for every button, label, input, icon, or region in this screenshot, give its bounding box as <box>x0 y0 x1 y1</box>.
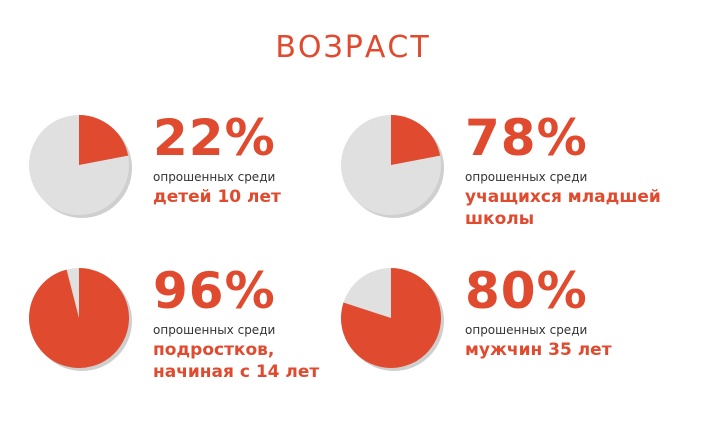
pie-slice-accent <box>79 115 129 165</box>
pie-slice-accent <box>341 268 441 368</box>
stat-percent: 96% <box>153 262 276 320</box>
stat-group: подростков, начиная с 14 лет <box>153 340 320 382</box>
pie-chart-3 <box>28 268 132 371</box>
stat-group: учащихся младшей школы <box>465 187 661 229</box>
page-title: ВОЗРАСТ <box>275 30 431 65</box>
stat-group: детей 10 лет <box>153 187 281 207</box>
pie-slice-accent <box>391 115 441 165</box>
stat-group: мужчин 35 лет <box>465 340 612 360</box>
stat-percent: 22% <box>153 109 276 167</box>
stat-block-2: 78% опрошенных среди учащихся младшей шк… <box>340 112 680 242</box>
stat-subtitle: опрошенных среди <box>153 170 276 184</box>
stat-subtitle: опрошенных среди <box>465 323 588 337</box>
pie-chart-1 <box>29 115 132 218</box>
stat-subtitle: опрошенных среди <box>153 323 276 337</box>
stat-block-3: 96% опрошенных среди подростков, начиная… <box>28 265 368 395</box>
stat-percent: 80% <box>465 262 588 320</box>
stat-percent: 78% <box>465 109 588 167</box>
pie-chart-2 <box>341 115 444 218</box>
stat-subtitle: опрошенных среди <box>465 170 588 184</box>
pie-slice-accent <box>28 268 129 368</box>
pie-chart-4 <box>341 268 444 371</box>
stat-block-4: 80% опрошенных среди мужчин 35 лет <box>340 265 680 395</box>
stat-block-1: 22% опрошенных среди детей 10 лет <box>28 112 368 242</box>
